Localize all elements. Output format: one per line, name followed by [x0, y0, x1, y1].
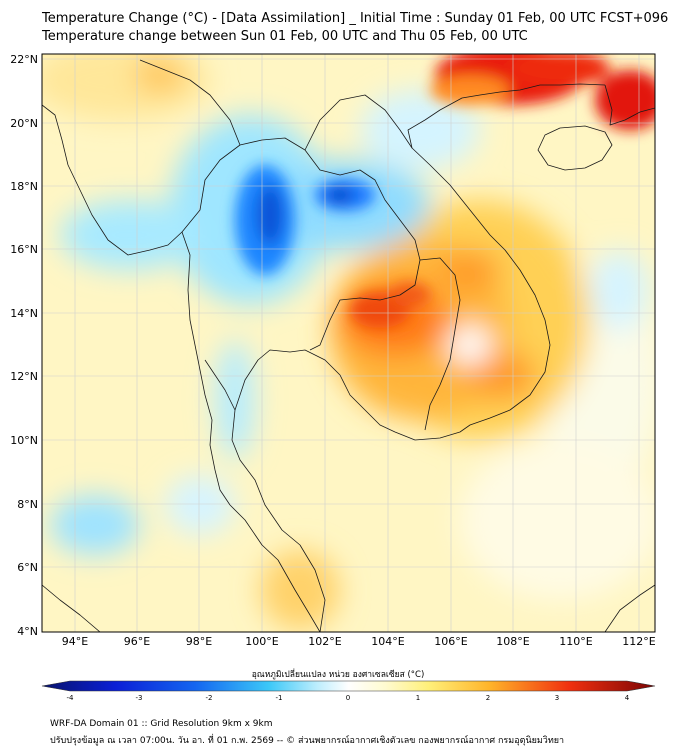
colorbar-tick-label: 3	[555, 694, 559, 702]
lon-tick-label: 104°E	[371, 635, 404, 648]
lon-tick-label: 98°E	[186, 635, 212, 648]
footer-credit: ปรับปรุงข้อมูล ณ เวลา 07:00น. วัน อา. ที…	[50, 736, 565, 746]
colorbar-tick-label: 4	[625, 694, 630, 702]
lat-tick-label: 4°N	[17, 625, 38, 638]
colorbar-tick-label: -1	[276, 694, 283, 702]
colorbar-tick-label: 0	[346, 694, 350, 702]
lon-tick-label: 108°E	[496, 635, 529, 648]
colorbar-tick-label: 2	[486, 694, 490, 702]
lon-tick-label: 102°E	[308, 635, 341, 648]
lat-tick-label: 8°N	[17, 498, 38, 511]
map-title-line1: Temperature Change (°C) - [Data Assimila…	[42, 11, 669, 26]
longitude-axis: 94°E 96°E 98°E 100°E 102°E 104°E 106°E 1…	[62, 635, 656, 648]
colorbar-label: อุณหภูมิเปลี่ยนแปลง หน่วย องศาเซลเซียส (…	[251, 670, 425, 680]
lat-tick-label: 16°N	[10, 243, 38, 256]
colorbar-ticks: -4 -3 -2 -1 0 1 2 3 4	[67, 694, 630, 702]
colorbar-tick-label: -2	[206, 694, 213, 702]
graticule	[42, 54, 655, 632]
lat-tick-label: 18°N	[10, 180, 38, 193]
latitude-axis: 22°N 20°N 18°N 16°N 14°N 12°N 10°N 8°N 6…	[10, 53, 38, 638]
lon-tick-label: 100°E	[245, 635, 278, 648]
map-title-line2: Temperature change between Sun 01 Feb, 0…	[42, 29, 528, 44]
footer-domain-info: WRF-DA Domain 01 :: Grid Resolution 9km …	[50, 719, 273, 729]
lat-tick-label: 14°N	[10, 307, 38, 320]
lat-tick-label: 20°N	[10, 117, 38, 130]
lat-tick-label: 10°N	[10, 434, 38, 447]
map-frame	[41, 53, 656, 633]
colorbar-tick-label: 1	[416, 694, 420, 702]
lon-tick-label: 110°E	[559, 635, 592, 648]
lon-tick-label: 94°E	[62, 635, 88, 648]
colorbar	[41, 680, 656, 692]
lat-tick-label: 6°N	[17, 561, 38, 574]
lon-tick-label: 112°E	[622, 635, 655, 648]
lat-tick-label: 12°N	[10, 370, 38, 383]
temperature-field	[42, 54, 655, 632]
colorbar-tick-label: -3	[136, 694, 143, 702]
coastlines-borders	[42, 59, 655, 632]
colorbar-tick-label: -4	[67, 694, 75, 702]
lat-tick-label: 22°N	[10, 53, 38, 66]
lon-tick-label: 106°E	[434, 635, 467, 648]
lon-tick-label: 96°E	[124, 635, 150, 648]
